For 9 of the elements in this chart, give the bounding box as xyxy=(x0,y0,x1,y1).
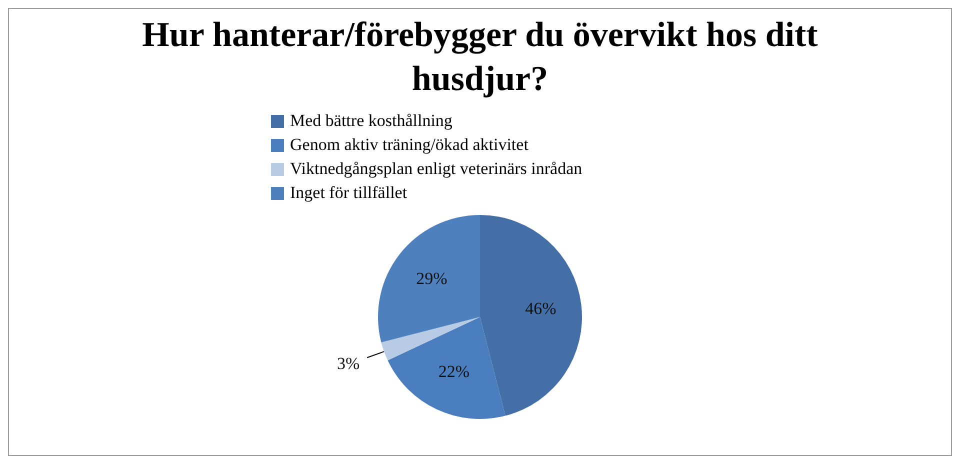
data-label: 3% xyxy=(336,354,360,373)
data-label: 22% xyxy=(438,362,470,381)
data-label: 46% xyxy=(525,298,556,318)
legend-label: Med bättre kosthållning xyxy=(290,110,452,132)
legend-label: Genom aktiv träning/ökad aktivitet xyxy=(290,134,528,156)
legend-label: Viktnedgångsplan enligt veterinärs inrådan xyxy=(290,158,582,180)
chart-title: Hur hanterar/förebygger du övervikt hos ditt husdjur? xyxy=(141,14,819,100)
data-label: 29% xyxy=(416,268,448,288)
legend-label: Inget för tillfället xyxy=(290,182,408,204)
